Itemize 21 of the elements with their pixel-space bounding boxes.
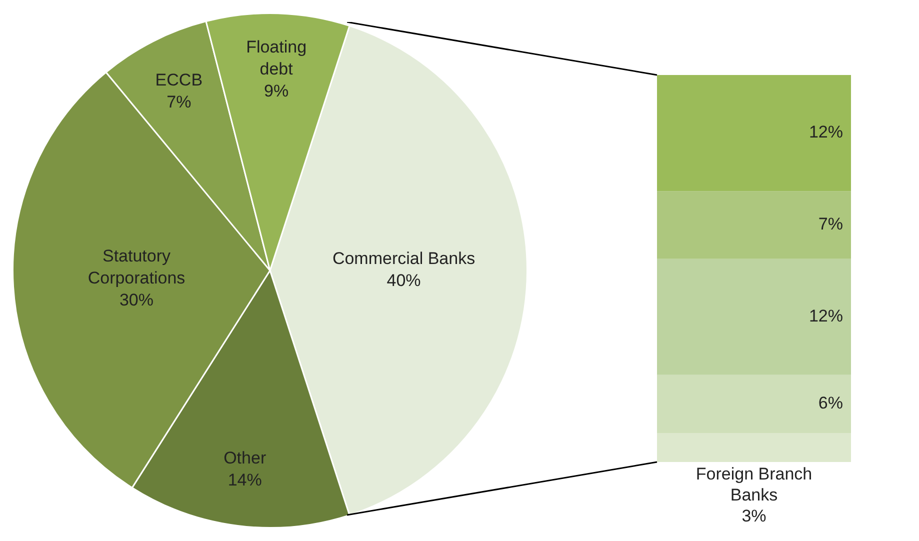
bar: [657, 191, 851, 259]
data-label: 30%: [119, 290, 154, 310]
bar: [657, 432, 851, 462]
bar: [657, 75, 851, 192]
slice-label: ECCB: [155, 70, 203, 90]
data-label: 14%: [228, 470, 262, 490]
data-label: 3%: [742, 506, 766, 526]
slice-label: Statutory Corporations: [88, 246, 186, 288]
data-label: 6%: [818, 394, 843, 413]
bar: [657, 374, 851, 433]
data-label: 12%: [808, 122, 843, 142]
data-label: 40%: [386, 271, 421, 290]
bar: [657, 258, 851, 375]
slice-label: Commercial Banks: [332, 249, 476, 268]
data-label: 7%: [166, 92, 192, 112]
series-label: Foreign Branch Banks: [696, 464, 812, 505]
data-label: 12%: [808, 306, 843, 326]
data-label: 9%: [264, 82, 289, 101]
slice-label: Other: [224, 448, 266, 468]
slice-label: Floating debt: [246, 38, 307, 79]
data-label: 7%: [818, 214, 843, 234]
